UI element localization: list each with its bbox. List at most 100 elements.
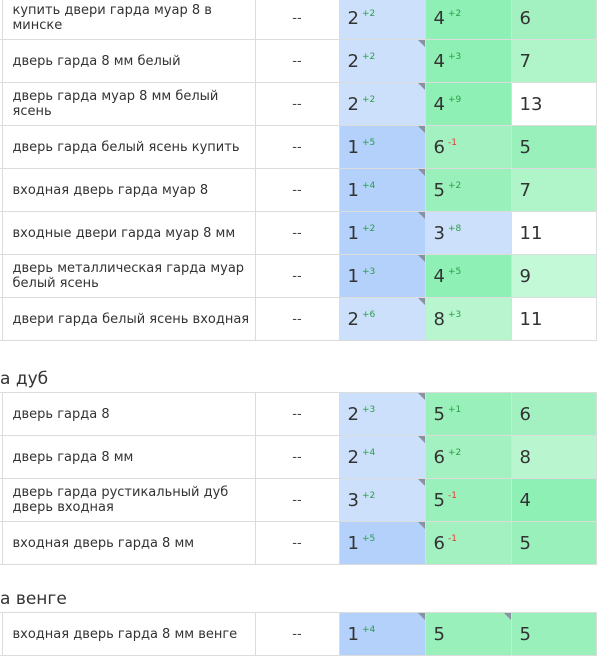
keyword-cell: входная дверь гарда муар 8: [1, 168, 256, 212]
position-change: +5: [361, 533, 376, 544]
position-cell[interactable]: 5 +2: [424, 168, 512, 212]
rank-table-group-1: купить двери гарда муар 8 в минске -- 2 +2 4…: [0, 0, 597, 341]
position-cell[interactable]: 6: [510, 0, 597, 40]
position-cell[interactable]: 2 +2: [338, 82, 426, 126]
position-change: -1: [447, 490, 457, 501]
keyword-cell: входные двери гарда муар 8 мм: [1, 211, 256, 255]
position-change: +8: [447, 223, 462, 234]
keyword-cell: дверь гарда муар 8 мм белый ясень: [1, 82, 256, 126]
position-cell[interactable]: 1 +3: [338, 254, 426, 298]
keyword-cell: дверь гарда 8 мм белый: [1, 39, 256, 83]
position-value: 4: [433, 265, 445, 287]
position-change: +3: [361, 404, 376, 415]
position-change: +2: [361, 94, 376, 105]
position-change: +4: [361, 624, 376, 635]
position-value: 7: [519, 50, 531, 72]
corner-marker-icon: [503, 613, 511, 620]
table-row: дверь металлическая гарда муар белый ясе…: [0, 254, 597, 298]
position-value: 6: [433, 532, 445, 554]
group-title: а венге: [0, 589, 67, 609]
position-cell[interactable]: 8 +3: [424, 297, 512, 341]
position-change: +3: [447, 51, 462, 62]
table-row: купить двери гарда муар 8 в минске -- 2 +2 4…: [0, 0, 597, 40]
position-cell[interactable]: 13: [510, 82, 597, 126]
empty-value-cell: --: [254, 254, 340, 298]
position-cell[interactable]: 3 +2: [338, 478, 426, 522]
position-cell[interactable]: 5: [510, 612, 597, 656]
position-value: 5: [519, 532, 531, 554]
corner-marker-icon: [417, 436, 425, 443]
position-cell[interactable]: 2 +2: [338, 0, 426, 40]
position-change: +4: [361, 180, 376, 191]
position-value: 2: [347, 403, 359, 425]
position-value: 3: [433, 222, 445, 244]
keyword-cell: дверь гарда рустикальный дуб дверь входн…: [1, 478, 256, 522]
position-cell[interactable]: 11: [510, 297, 597, 341]
position-cell[interactable]: 2 +6: [338, 297, 426, 341]
position-cell[interactable]: 5: [510, 521, 597, 565]
table-row: дверь гарда 8 -- 2 +3 5 +1 6: [0, 392, 597, 436]
position-cell[interactable]: 1 +5: [338, 125, 426, 169]
position-change: +2: [447, 8, 462, 19]
position-cell[interactable]: 7: [510, 168, 597, 212]
position-cell[interactable]: 4 +3: [424, 39, 512, 83]
position-change: -1: [447, 533, 457, 544]
position-change: +3: [447, 309, 462, 320]
keyword-cell: дверь гарда белый ясень купить: [1, 125, 256, 169]
position-cell[interactable]: 6 -1: [424, 125, 512, 169]
keyword-cell: купить двери гарда муар 8 в минске: [1, 0, 256, 40]
position-cell[interactable]: 7: [510, 39, 597, 83]
position-cell[interactable]: 1 +4: [338, 168, 426, 212]
position-cell[interactable]: 2 +3: [338, 392, 426, 436]
position-cell[interactable]: 4 +2: [424, 0, 512, 40]
position-cell[interactable]: 6 +2: [424, 435, 512, 479]
position-value: 7: [519, 179, 531, 201]
position-value: 5: [519, 136, 531, 158]
position-value: 1: [347, 265, 359, 287]
position-value: 2: [347, 446, 359, 468]
group-title: а дуб: [0, 369, 49, 389]
empty-value-cell: --: [254, 297, 340, 341]
position-change: +2: [447, 180, 462, 191]
position-cell[interactable]: 4: [510, 478, 597, 522]
position-cell[interactable]: 5: [424, 612, 512, 656]
keyword-cell: входная дверь гарда 8 мм: [1, 521, 256, 565]
position-cell[interactable]: 5: [510, 125, 597, 169]
table-row: входная дверь гарда 8 мм -- 1 +5 6 -1 5: [0, 521, 597, 565]
position-value: 1: [347, 623, 359, 645]
corner-marker-icon: [417, 126, 425, 133]
position-change: +6: [361, 309, 376, 320]
position-value: 1: [347, 532, 359, 554]
position-cell[interactable]: 8: [510, 435, 597, 479]
position-cell[interactable]: 5 +1: [424, 392, 512, 436]
position-value: 8: [433, 308, 445, 330]
empty-value-cell: --: [254, 125, 340, 169]
position-cell[interactable]: 4 +5: [424, 254, 512, 298]
table-row: двери гарда белый ясень входная -- 2 +6 8 +3 1…: [0, 297, 597, 341]
corner-marker-icon: [417, 255, 425, 262]
empty-value-cell: --: [254, 39, 340, 83]
table-row: дверь гарда 8 мм -- 2 +4 6 +2 8: [0, 435, 597, 479]
position-value: 4: [433, 7, 445, 29]
position-value: 2: [347, 308, 359, 330]
position-value: 4: [433, 50, 445, 72]
position-cell[interactable]: 5 -1: [424, 478, 512, 522]
corner-marker-icon: [417, 212, 425, 219]
position-cell[interactable]: 11: [510, 211, 597, 255]
position-cell[interactable]: 3 +8: [424, 211, 512, 255]
position-cell[interactable]: 4 +9: [424, 82, 512, 126]
position-cell[interactable]: 2 +2: [338, 39, 426, 83]
position-cell[interactable]: 6: [510, 392, 597, 436]
position-cell[interactable]: 9: [510, 254, 597, 298]
table-row: дверь гарда 8 мм белый -- 2 +2 4 +3 7: [0, 39, 597, 83]
rank-table-group-2: дверь гарда 8 -- 2 +3 5 +1 6 дверь гарда 8 мм --…: [0, 392, 597, 565]
position-value: 1: [347, 136, 359, 158]
corner-marker-icon: [417, 393, 425, 400]
position-cell[interactable]: 6 -1: [424, 521, 512, 565]
position-change: +2: [361, 8, 376, 19]
position-cell[interactable]: 1 +4: [338, 612, 426, 656]
position-cell[interactable]: 1 +2: [338, 211, 426, 255]
position-cell[interactable]: 2 +4: [338, 435, 426, 479]
position-change: +2: [447, 447, 462, 458]
position-cell[interactable]: 1 +5: [338, 521, 426, 565]
